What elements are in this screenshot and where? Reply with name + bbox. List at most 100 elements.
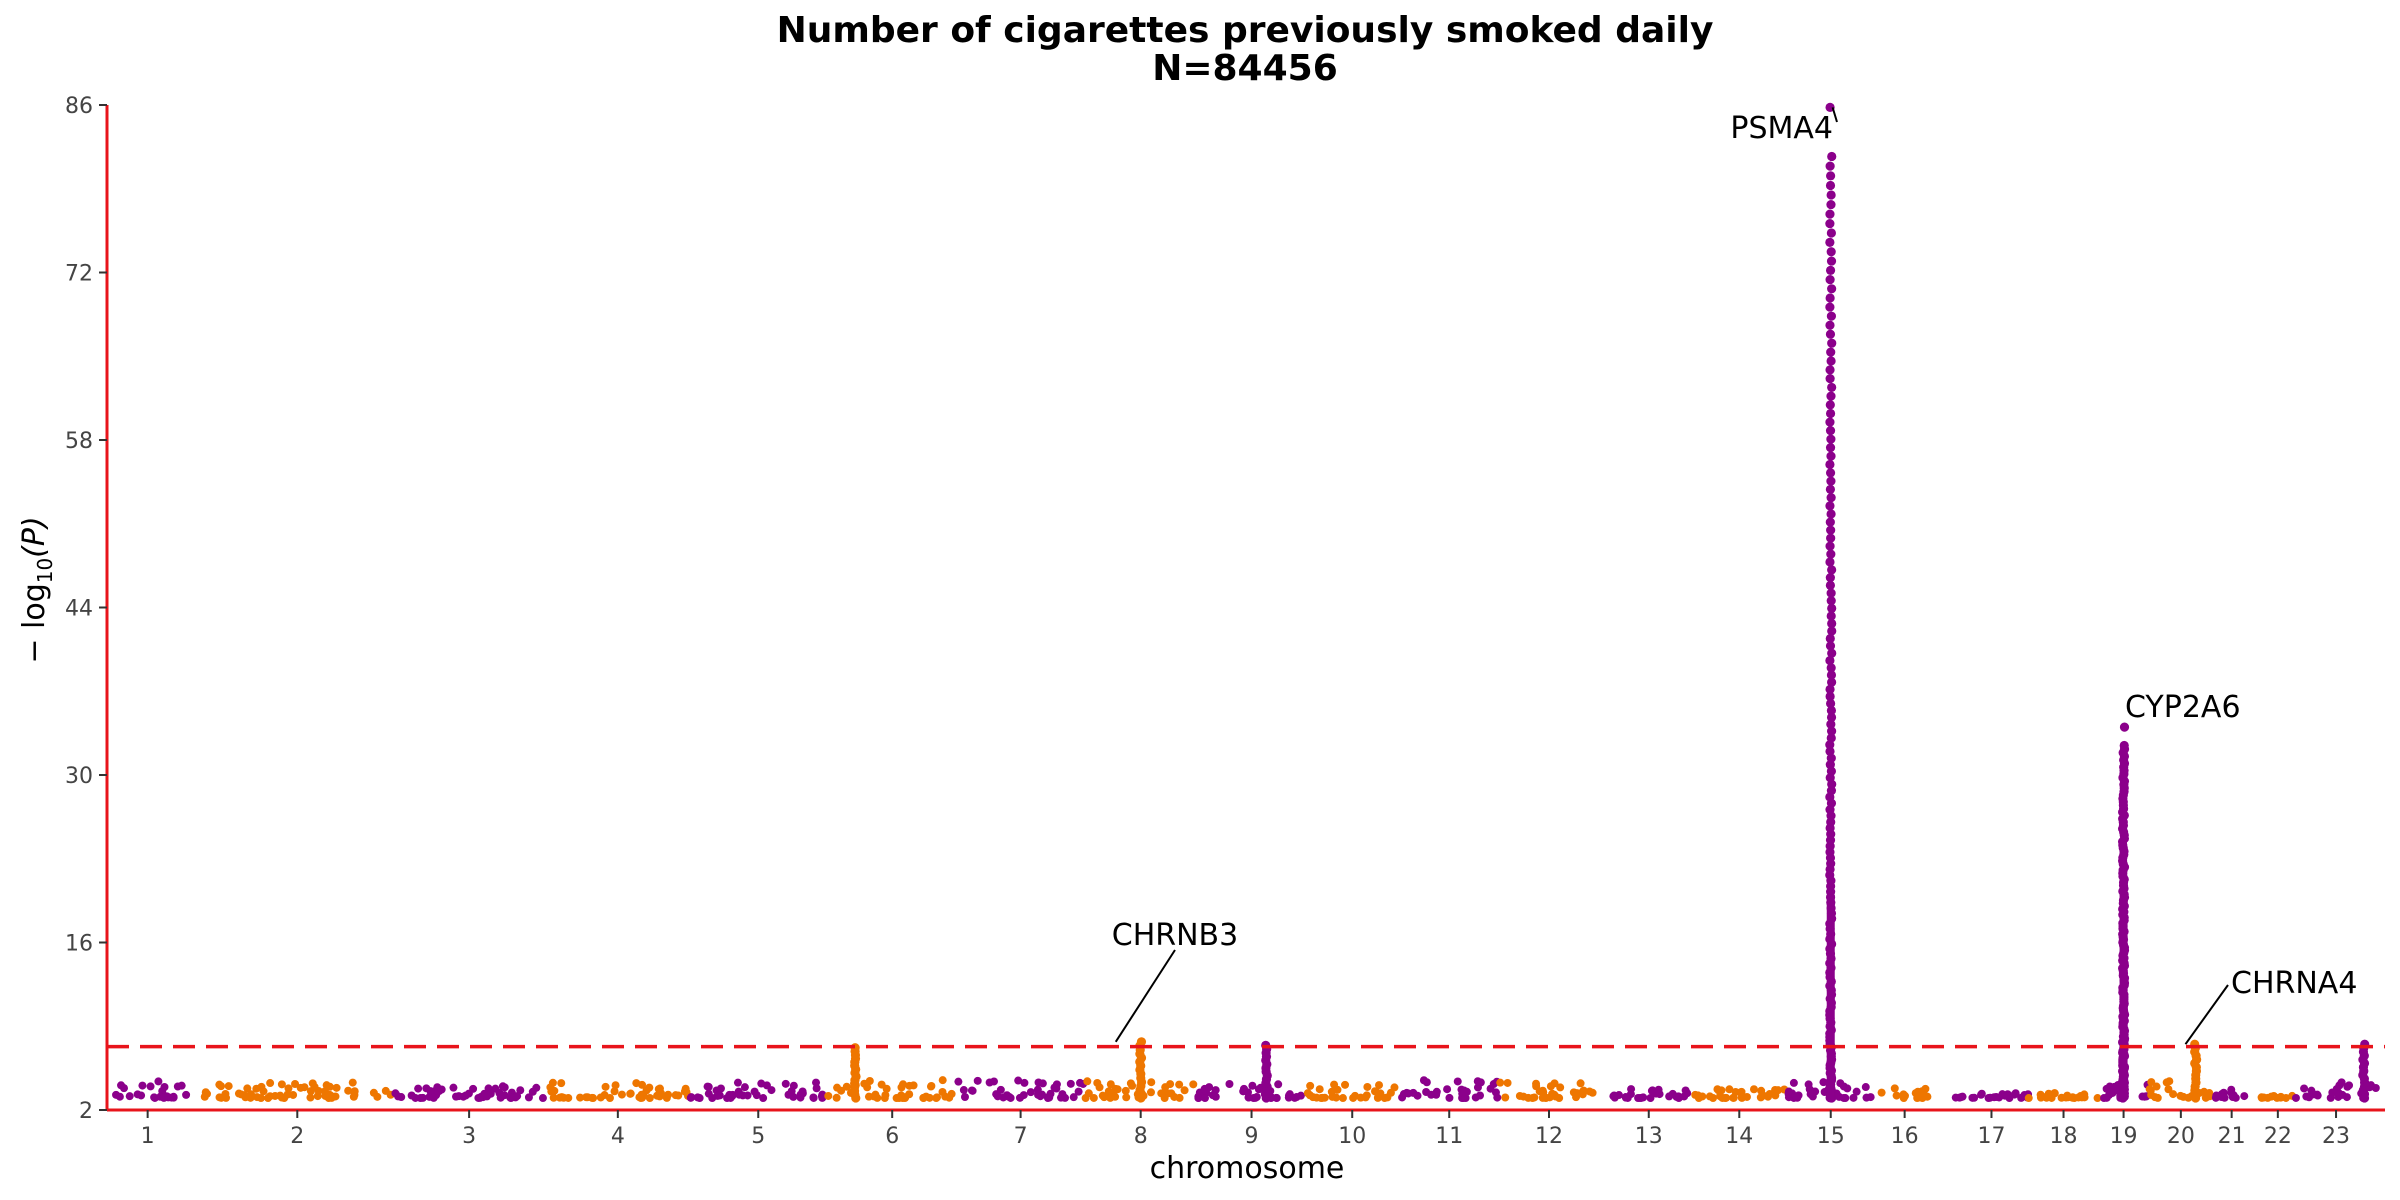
data-point: [2343, 1082, 2352, 1091]
data-point: [2110, 1084, 2119, 1093]
data-point: [605, 1094, 614, 1103]
data-point: [331, 1092, 340, 1101]
data-point: [217, 1082, 226, 1091]
data-point: [1681, 1086, 1690, 1095]
data-point: [968, 1086, 977, 1095]
data-point: [1958, 1092, 1967, 1101]
data-point: [1349, 1093, 1358, 1102]
data-point: [381, 1086, 390, 1095]
data-point: [516, 1086, 525, 1095]
data-point: [1825, 691, 1835, 702]
data-point: [1826, 493, 1836, 503]
data-point: [832, 1093, 841, 1102]
data-point: [1647, 1086, 1656, 1095]
data-point: [1827, 648, 1837, 658]
data-point: [2179, 1092, 2188, 1101]
data-point: [1445, 1093, 1454, 1102]
data-point: [1825, 501, 1835, 511]
data-point: [812, 1078, 821, 1087]
data-point: [1443, 1085, 1452, 1094]
data-point: [1284, 1091, 1293, 1100]
data-point: [1805, 1085, 1814, 1094]
data-point: [1327, 1087, 1336, 1096]
data-point: [491, 1084, 500, 1093]
data-point: [2068, 1093, 2077, 1102]
data-point: [2036, 1090, 2045, 1099]
data-point: [1274, 1080, 1283, 1089]
data-point: [2334, 1088, 2343, 1097]
data-point: [1398, 1093, 1407, 1102]
data-point: [1826, 451, 1836, 461]
data-point: [1866, 1093, 1875, 1102]
data-point: [938, 1076, 947, 1085]
data-point: [1774, 1086, 1783, 1095]
data-point: [1765, 1089, 1774, 1098]
chromosome-7-points: [954, 1076, 1088, 1103]
data-point: [1721, 1094, 1730, 1103]
data-point: [2024, 1094, 2033, 1103]
data-point: [284, 1084, 293, 1093]
data-point: [449, 1083, 458, 1092]
data-point: [2291, 1093, 2300, 1102]
x-tick-label: 15: [1817, 1124, 1845, 1149]
data-point: [1826, 228, 1836, 238]
data-point: [146, 1082, 155, 1091]
data-point: [243, 1084, 252, 1093]
data-point: [1839, 1082, 1848, 1091]
chromosome-5-points: [686, 1078, 827, 1103]
data-point: [1826, 663, 1836, 673]
data-point: [2337, 1078, 2346, 1087]
data-point: [2240, 1092, 2249, 1101]
data-point: [601, 1082, 610, 1091]
data-point: [1121, 1086, 1130, 1095]
data-point: [2269, 1091, 2278, 1100]
data-point: [596, 1093, 605, 1102]
data-point: [150, 1093, 159, 1102]
data-point: [1453, 1077, 1462, 1086]
data-point: [1084, 1089, 1093, 1098]
data-point: [1476, 1078, 1485, 1087]
data-point: [486, 1089, 495, 1098]
x-tick-label: 18: [2050, 1124, 2078, 1149]
data-point: [291, 1080, 300, 1089]
data-point: [1248, 1081, 1257, 1090]
data-point: [133, 1090, 142, 1099]
data-point: [1825, 426, 1836, 436]
data-point: [1189, 1080, 1198, 1089]
data-point: [919, 1094, 928, 1103]
data-point: [704, 1082, 713, 1091]
data-point: [1970, 1093, 1979, 1102]
data-point: [1356, 1093, 1365, 1102]
data-point: [125, 1092, 134, 1101]
data-point: [1825, 517, 1835, 527]
data-point: [1546, 1082, 1555, 1091]
chromosome-20-points: [2145, 1039, 2214, 1103]
data-point: [1784, 1087, 1793, 1096]
chromosome-11-points: [1398, 1076, 1502, 1103]
data-point: [1126, 1079, 1135, 1088]
data-point: [1825, 541, 1835, 551]
data-point: [506, 1093, 515, 1102]
chromosome-15-points: [1784, 102, 1875, 1103]
gene-label-psma4: PSMA4: [1730, 111, 1833, 146]
data-point: [241, 1093, 250, 1102]
data-point: [1083, 1077, 1092, 1086]
data-point: [1208, 1091, 1217, 1100]
data-point: [1826, 256, 1837, 266]
peak-column: [1826, 894, 1835, 1099]
data-point: [1136, 1037, 1147, 1047]
data-point: [2145, 1085, 2154, 1094]
data-point: [1825, 161, 1835, 171]
data-point: [2162, 1078, 2171, 1087]
data-point: [905, 1090, 914, 1099]
data-point: [1646, 1093, 1655, 1102]
data-point: [1496, 1078, 1505, 1087]
data-point: [1254, 1085, 1263, 1094]
data-point: [266, 1079, 275, 1088]
data-point: [306, 1093, 315, 1102]
data-point: [639, 1091, 648, 1100]
data-point: [1034, 1090, 1043, 1099]
peak-column: [2119, 894, 2128, 1099]
data-point: [1825, 374, 1835, 384]
